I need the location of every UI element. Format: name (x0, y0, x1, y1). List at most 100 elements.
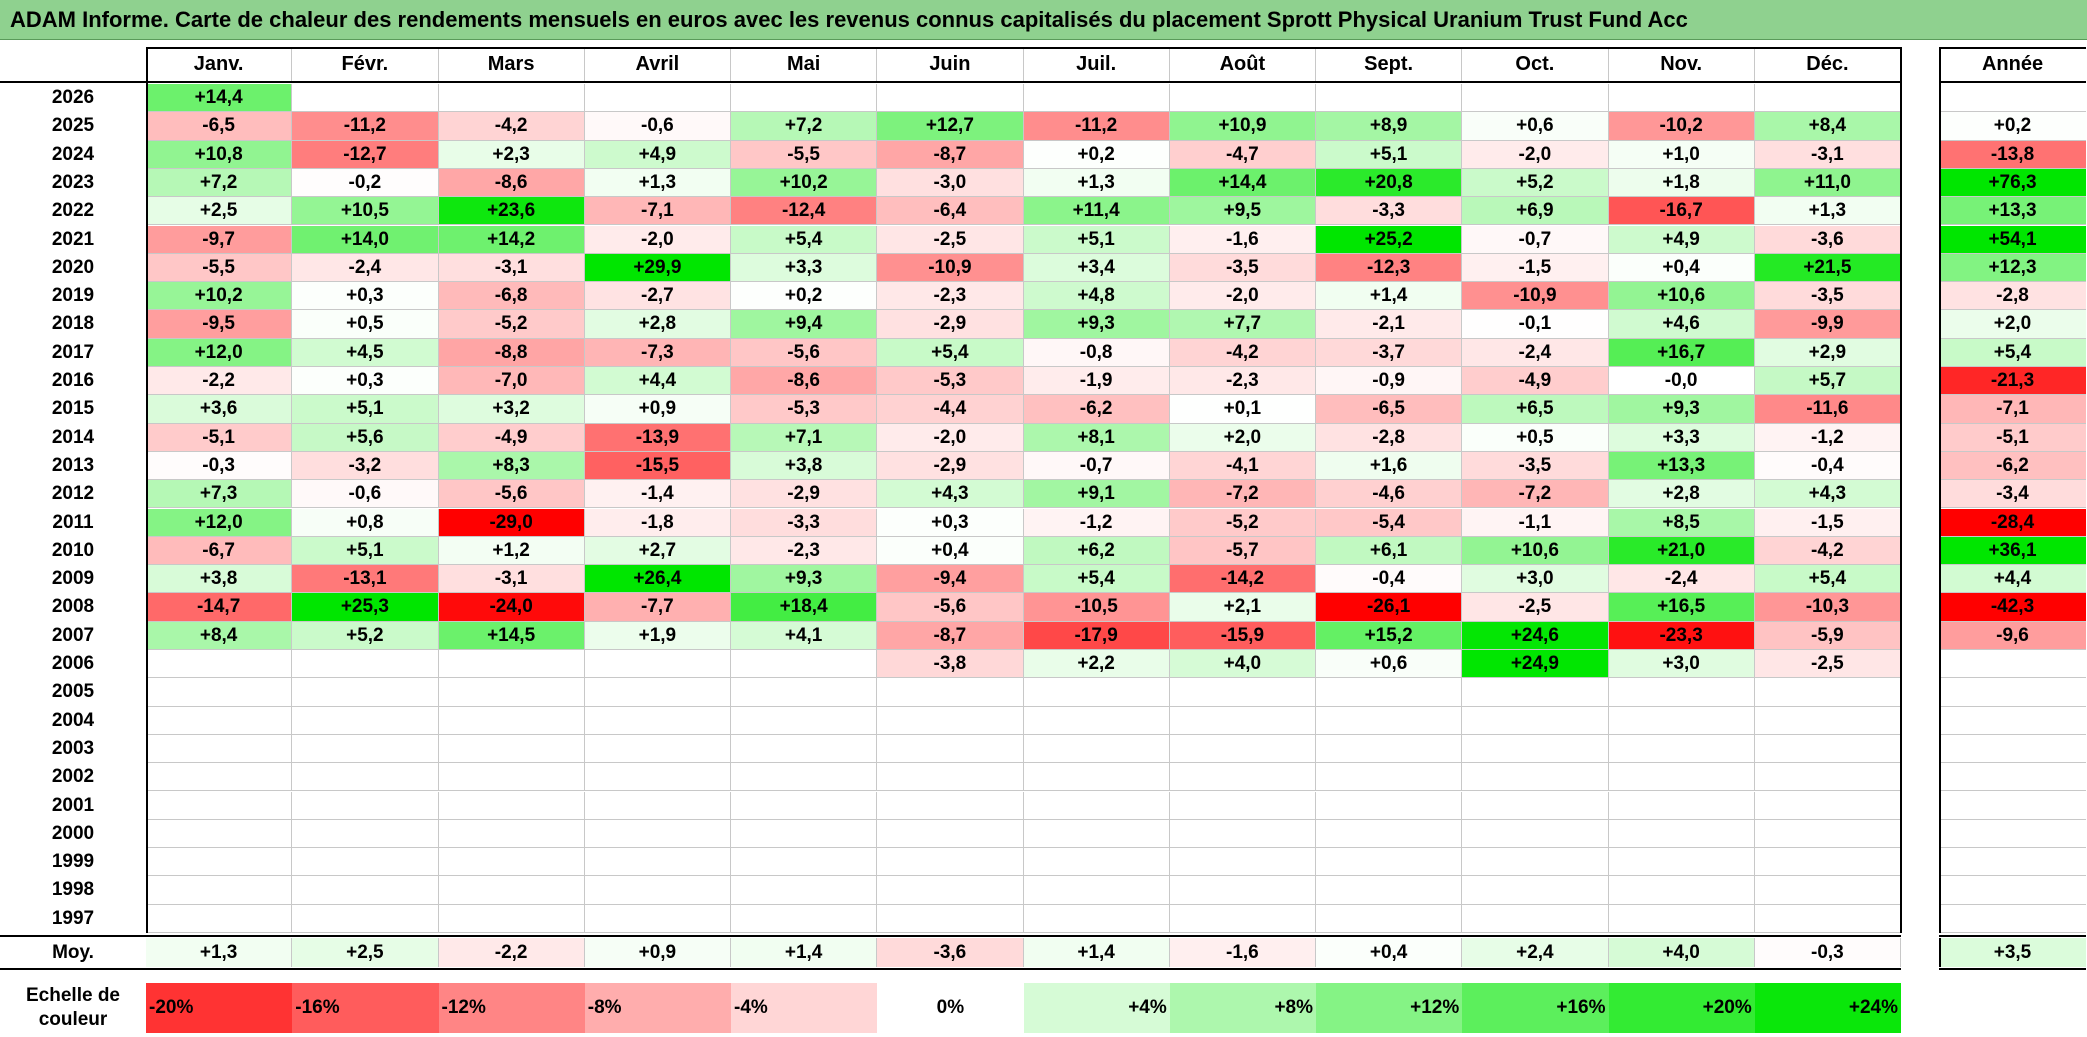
heatmap-cell (877, 848, 1024, 877)
heatmap-cell (1754, 734, 1901, 764)
grid-frame-header-bottom (0, 81, 1901, 83)
heatmap-cell: -3,8 (877, 650, 1024, 679)
heatmap-cell: -4,2 (438, 112, 585, 141)
heatmap-cell: -0,1 (1462, 310, 1609, 339)
average-annual-frame-left (1939, 938, 1941, 967)
heatmap-cell (1608, 706, 1755, 735)
scale-swatch: +20% (1608, 983, 1755, 1033)
heatmap-cell: +0,1 (1169, 395, 1316, 424)
annual-cell: -7,1 (1939, 395, 2086, 424)
heatmap-cell: +4,3 (1754, 480, 1901, 509)
heatmap-cell: -2,5 (877, 225, 1024, 254)
heatmap-cell: +10,5 (292, 197, 439, 226)
heatmap-cell (1754, 706, 1901, 735)
heatmap-cell: +8,4 (146, 621, 293, 650)
heatmap-cell (146, 791, 293, 820)
heatmap-cell: -2,3 (877, 282, 1024, 311)
heatmap-cell: -9,4 (877, 565, 1024, 594)
annual-frame-header-bottom (1939, 81, 2086, 83)
heatmap-cell: -1,9 (1023, 367, 1170, 396)
heatmap-cell: +5,1 (1023, 225, 1170, 254)
heatmap-cell (292, 650, 439, 679)
heatmap-cell: -13,1 (292, 565, 439, 594)
heatmap-cell (1462, 904, 1609, 933)
column-header: Avril (584, 47, 731, 81)
heatmap-cell (438, 876, 585, 905)
heatmap-cell: -14,7 (146, 593, 293, 622)
row-label: 2025 (0, 112, 146, 141)
grid-frame-left (146, 47, 148, 933)
row-label: 2018 (0, 310, 146, 339)
heatmap-cell: -4,9 (1462, 367, 1609, 396)
heatmap-cell: +26,4 (584, 565, 731, 594)
heatmap-cell (731, 791, 878, 820)
heatmap-cell: +7,2 (146, 168, 293, 198)
heatmap-cell: +1,8 (1608, 168, 1755, 198)
heatmap-cell: -5,1 (146, 423, 293, 452)
row-label: 2021 (0, 225, 146, 254)
annual-frame-bottom (1939, 935, 2086, 937)
heatmap-cell: +9,1 (1023, 480, 1170, 509)
heatmap-cell: -3,2 (292, 451, 439, 481)
heatmap-cell: -5,9 (1754, 621, 1901, 650)
heatmap-cell (146, 819, 293, 849)
heatmap-cell (1608, 876, 1755, 905)
heatmap-cell: -0,6 (292, 480, 439, 509)
heatmap-cell (1023, 904, 1170, 933)
annual-cell: +36,1 (1939, 536, 2086, 566)
average-cell: -1,6 (1169, 938, 1316, 967)
heatmap-cell (1316, 678, 1463, 707)
heatmap-cell: +1,6 (1316, 451, 1463, 481)
average-cell: -0,3 (1754, 938, 1901, 967)
row-label: 2017 (0, 338, 146, 367)
heatmap-cell: -3,3 (731, 508, 878, 537)
column-header: Janv. (146, 47, 293, 81)
heatmap-cell: -12,4 (731, 197, 878, 226)
heatmap-cell: -4,2 (1169, 338, 1316, 367)
heatmap-cell (584, 763, 731, 792)
heatmap-cell: -8,8 (438, 338, 585, 367)
heatmap-cell: -3,5 (1169, 253, 1316, 283)
heatmap-cell: +0,4 (1608, 253, 1755, 283)
annual-cell: +54,1 (1939, 225, 2086, 254)
annual-cell: +76,3 (1939, 168, 2086, 198)
heatmap-cell: -16,7 (1608, 197, 1755, 226)
average-cell: -2,2 (438, 938, 585, 967)
heatmap-cell (1023, 791, 1170, 820)
heatmap-cell (1169, 763, 1316, 792)
heatmap-cell: +3,0 (1608, 650, 1755, 679)
row-label: 2014 (0, 423, 146, 452)
annual-cell: -28,4 (1939, 508, 2086, 537)
heatmap-cell (292, 819, 439, 849)
heatmap-cell: +5,4 (1023, 565, 1170, 594)
row-label: 2026 (0, 84, 146, 113)
heatmap-cell: +3,8 (146, 565, 293, 594)
heatmap-cell: +10,6 (1608, 282, 1755, 311)
heatmap-cell: -4,1 (1169, 451, 1316, 481)
row-label: 2004 (0, 706, 146, 735)
heatmap-cell: +0,8 (292, 508, 439, 537)
heatmap-cell: +5,2 (292, 621, 439, 650)
row-label: 2003 (0, 734, 146, 764)
heatmap-cell (146, 848, 293, 877)
heatmap-cell (731, 734, 878, 764)
column-header: Mai (731, 47, 878, 81)
heatmap-cell: +12,0 (146, 338, 293, 367)
heatmap-cell: +12,0 (146, 508, 293, 537)
heatmap-cell: +29,9 (584, 253, 731, 283)
heatmap-cell (731, 84, 878, 113)
heatmap-cell: +13,3 (1608, 451, 1755, 481)
annual-cell (1939, 84, 2086, 113)
heatmap-cell (1754, 848, 1901, 877)
heatmap-cell (1169, 734, 1316, 764)
annual-frame-left (1939, 47, 1941, 933)
annual-cell (1939, 904, 2086, 933)
annual-cell: +0,2 (1939, 112, 2086, 141)
row-label: 2000 (0, 819, 146, 849)
heatmap-cell (1316, 763, 1463, 792)
heatmap-cell (584, 678, 731, 707)
heatmap-cell: +7,1 (731, 423, 878, 452)
average-cell: +4,0 (1608, 938, 1755, 967)
heatmap-cell (1023, 84, 1170, 113)
